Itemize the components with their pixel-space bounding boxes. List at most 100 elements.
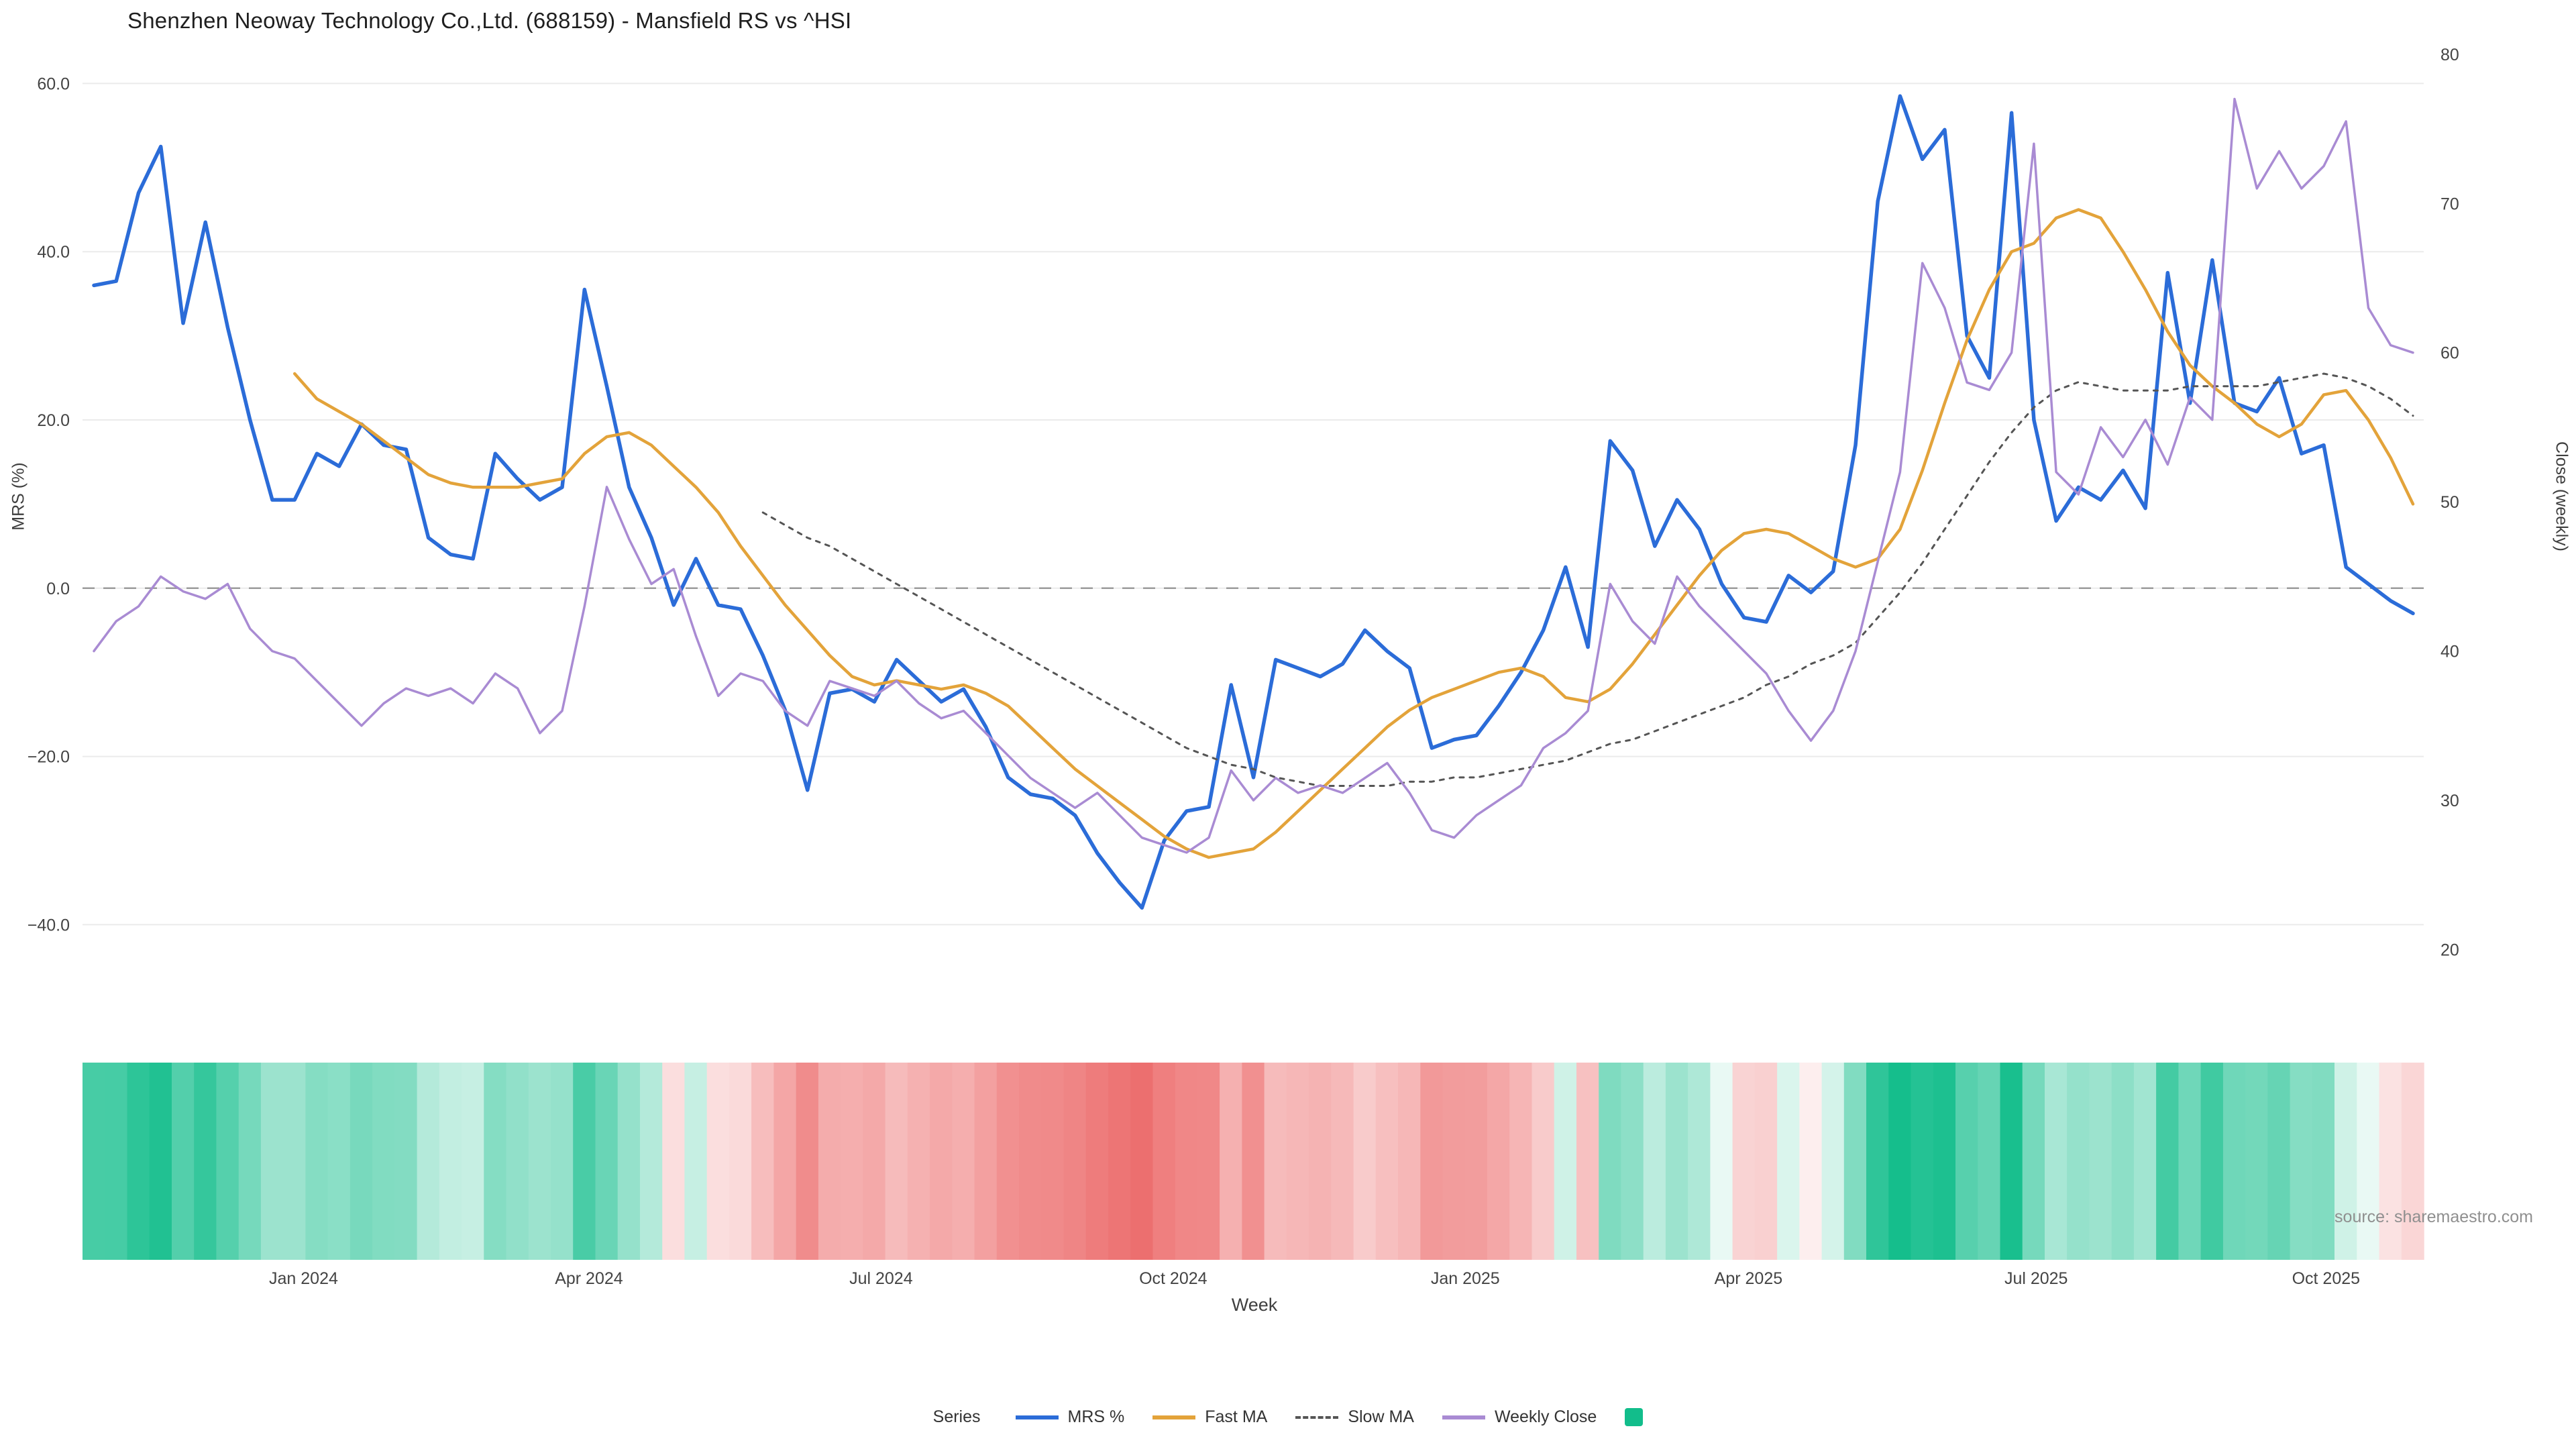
heatmap-cell[interactable] <box>528 1063 551 1260</box>
heatmap-cell[interactable] <box>194 1063 217 1260</box>
heatmap-cell[interactable] <box>662 1063 686 1260</box>
heatmap-cell[interactable] <box>2401 1063 2424 1260</box>
heatmap-cell[interactable] <box>462 1063 484 1260</box>
legend-item-fast-ma[interactable]: Fast MA <box>1152 1407 1267 1427</box>
heatmap-cell[interactable] <box>2312 1063 2335 1260</box>
heatmap-cell[interactable] <box>974 1063 998 1260</box>
heatmap-cell[interactable] <box>1063 1063 1087 1260</box>
heatmap-cell[interactable] <box>1866 1063 1889 1260</box>
heatmap-cell[interactable] <box>2200 1063 2224 1260</box>
heatmap-cell[interactable] <box>2111 1063 2135 1260</box>
heatmap-cell[interactable] <box>1509 1063 1533 1260</box>
heatmap-cell[interactable] <box>573 1063 596 1260</box>
heatmap-cell[interactable] <box>2045 1063 2068 1260</box>
heatmap-cell[interactable] <box>1420 1063 1444 1260</box>
heatmap-cell[interactable] <box>1933 1063 1956 1260</box>
heatmap-cell[interactable] <box>327 1063 351 1260</box>
series-line-weekly-close[interactable] <box>93 97 2414 854</box>
heatmap-cell[interactable] <box>2022 1063 2045 1260</box>
heatmap-cell[interactable] <box>751 1063 774 1260</box>
heatmap-cell[interactable] <box>83 1063 105 1260</box>
heatmap-cell[interactable] <box>350 1063 373 1260</box>
heatmap-cell[interactable] <box>996 1063 1020 1260</box>
heatmap-cell[interactable] <box>149 1063 172 1260</box>
heatmap-cell[interactable] <box>216 1063 239 1260</box>
heatmap-cell[interactable] <box>1599 1063 1622 1260</box>
heatmap-cell[interactable] <box>1799 1063 1823 1260</box>
heatmap-cell[interactable] <box>484 1063 507 1260</box>
heatmap-cell[interactable] <box>1978 1063 2001 1260</box>
heatmap-cell[interactable] <box>706 1063 730 1260</box>
legend-item-mrs[interactable]: MRS % <box>1015 1407 1124 1427</box>
heatmap-cell[interactable] <box>283 1063 306 1260</box>
heatmap-cell[interactable] <box>1175 1063 1198 1260</box>
heatmap-cell[interactable] <box>1242 1063 1265 1260</box>
heatmap-cell[interactable] <box>1442 1063 1466 1260</box>
heatmap-cell[interactable] <box>2156 1063 2179 1260</box>
heatmap-cell[interactable] <box>885 1063 908 1260</box>
heatmap-cell[interactable] <box>1220 1063 1242 1260</box>
heatmap-cell[interactable] <box>1576 1063 1599 1260</box>
heatmap-cell[interactable] <box>773 1063 797 1260</box>
heatmap-cell[interactable] <box>595 1063 619 1260</box>
heatmap-cell[interactable] <box>1019 1063 1042 1260</box>
heatmap-cell[interactable] <box>907 1063 930 1260</box>
heatmap-cell[interactable] <box>1732 1063 1756 1260</box>
heatmap-cell[interactable] <box>2089 1063 2112 1260</box>
heatmap-cell[interactable] <box>1197 1063 1220 1260</box>
heatmap-cell[interactable] <box>1152 1063 1176 1260</box>
heatmap-cell[interactable] <box>1286 1063 1309 1260</box>
heatmap-cell[interactable] <box>1331 1063 1354 1260</box>
heatmap-cell[interactable] <box>930 1063 953 1260</box>
heatmap-cell[interactable] <box>238 1063 262 1260</box>
heatmap-cell[interactable] <box>1398 1063 1421 1260</box>
heatmap-cell[interactable] <box>640 1063 663 1260</box>
legend-item-weekly-close[interactable]: Weekly Close <box>1442 1407 1597 1427</box>
heatmap-cell[interactable] <box>1821 1063 1845 1260</box>
heatmap-cell[interactable] <box>952 1063 975 1260</box>
heatmap-cell[interactable] <box>2178 1063 2202 1260</box>
heatmap-cell[interactable] <box>394 1063 418 1260</box>
heatmap-cell[interactable] <box>1464 1063 1488 1260</box>
heatmap-cell[interactable] <box>1621 1063 1644 1260</box>
heatmap-cell[interactable] <box>1554 1063 1577 1260</box>
heatmap-cell[interactable] <box>2245 1063 2268 1260</box>
legend-item-slow-ma[interactable]: Slow MA <box>1295 1407 1414 1427</box>
heatmap-cell[interactable] <box>2334 1063 2357 1260</box>
heatmap-cell[interactable] <box>863 1063 886 1260</box>
heatmap-cell[interactable] <box>1353 1063 1377 1260</box>
heatmap-cell[interactable] <box>305 1063 329 1260</box>
legend-item-heatmap[interactable] <box>1625 1408 1644 1426</box>
heatmap-cell[interactable] <box>1375 1063 1399 1260</box>
series-line-mrs-[interactable] <box>92 94 2415 910</box>
heatmap-cell[interactable] <box>1843 1063 1867 1260</box>
heatmap-cell[interactable] <box>372 1063 395 1260</box>
heatmap-cell[interactable] <box>818 1063 841 1260</box>
heatmap-cell[interactable] <box>1888 1063 1912 1260</box>
heatmap-cell[interactable] <box>172 1063 195 1260</box>
heatmap-cell[interactable] <box>617 1063 641 1260</box>
heatmap-cell[interactable] <box>729 1063 752 1260</box>
heatmap-cell[interactable] <box>1643 1063 1666 1260</box>
heatmap-cell[interactable] <box>2357 1063 2380 1260</box>
heatmap-cell[interactable] <box>551 1063 574 1260</box>
heatmap-cell[interactable] <box>684 1063 708 1260</box>
heatmap-cell[interactable] <box>1710 1063 1733 1260</box>
heatmap-cell[interactable] <box>1777 1063 1800 1260</box>
series-line-fast-ma[interactable] <box>292 208 2415 859</box>
heatmap-cell[interactable] <box>260 1063 284 1260</box>
heatmap-cell[interactable] <box>2133 1063 2157 1260</box>
heatmap-cell[interactable] <box>1130 1063 1154 1260</box>
heatmap-cell[interactable] <box>1665 1063 1688 1260</box>
heatmap-cell[interactable] <box>1264 1063 1287 1260</box>
heatmap-cell[interactable] <box>439 1063 462 1260</box>
heatmap-cell[interactable] <box>2267 1063 2291 1260</box>
heatmap-cell[interactable] <box>506 1063 529 1260</box>
heatmap-cell[interactable] <box>841 1063 863 1260</box>
heatmap-cell[interactable] <box>1108 1063 1131 1260</box>
heatmap-cell[interactable] <box>2379 1063 2402 1260</box>
heatmap-cell[interactable] <box>1041 1063 1065 1260</box>
heatmap-cell[interactable] <box>2067 1063 2090 1260</box>
heatmap-cell[interactable] <box>2000 1063 2023 1260</box>
